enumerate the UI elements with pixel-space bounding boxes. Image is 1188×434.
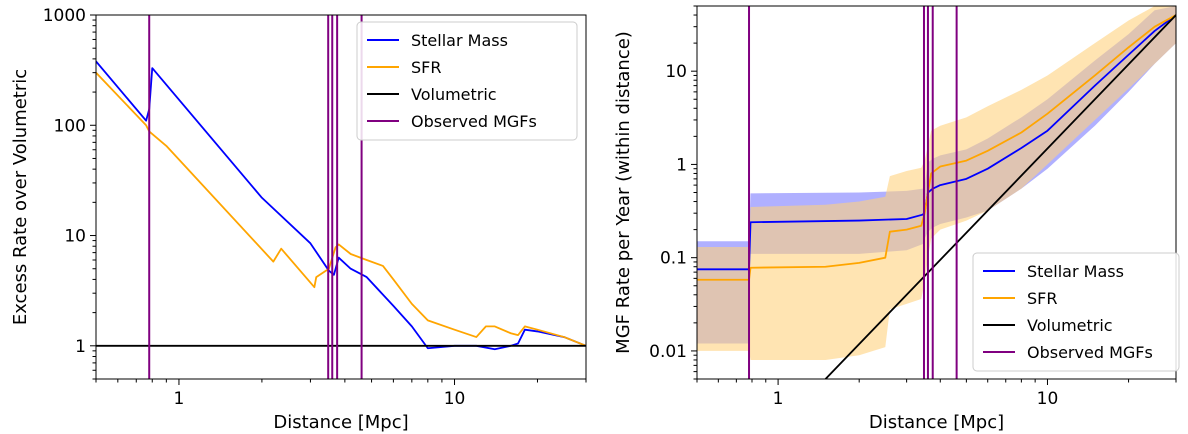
legend: Stellar Mass SFR Volumetric Observed MGFs — [972, 252, 1180, 372]
x-tick-label: 1 — [174, 389, 185, 409]
sfr-line — [96, 72, 586, 347]
x-tick-label: 1 — [773, 389, 784, 409]
y-tick-label: 10 — [64, 227, 86, 247]
axes-frame — [95, 14, 587, 380]
legend-box — [356, 21, 578, 141]
y-tick-label: 1 — [676, 155, 687, 175]
y-tick-label: 0.01 — [649, 342, 687, 362]
y-tick-label: 1000 — [43, 6, 86, 26]
plot-area — [96, 15, 586, 379]
y-axis-label: Excess Rate over Volumetric — [10, 69, 31, 325]
legend-label: SFR — [1027, 289, 1057, 308]
left-chart: 1 10 1 10 100 1000 Distance [Mpc] Excess Rate o… — [10, 6, 587, 433]
legend-label: Observed MGFs — [1027, 343, 1153, 362]
legend-label: Stellar Mass — [411, 31, 508, 50]
legend-label: Observed MGFs — [411, 112, 537, 131]
y-axis-label: MGF Rate per Year (within distance) — [613, 31, 634, 354]
legend-label: SFR — [411, 58, 441, 77]
x-axis-label: Distance [Mpc] — [869, 412, 1004, 433]
stellar-mass-line — [697, 14, 1176, 271]
volumetric-line — [824, 14, 1176, 379]
legend: Stellar Mass SFR Volumetric Observed MGFs — [356, 21, 578, 141]
x-tick-label: 10 — [1037, 389, 1059, 409]
x-tick-label: 10 — [444, 389, 466, 409]
legend-label: Volumetric — [411, 85, 497, 104]
right-chart: 1 10 0.01 0.1 1 10 Distance [Mpc] MGF Rate per … — [613, 5, 1180, 433]
legend-label: Stellar Mass — [1027, 262, 1124, 281]
legend-label: Volumetric — [1027, 316, 1113, 335]
plot-area — [697, 6, 1176, 379]
y-tick-label: 1 — [75, 337, 86, 357]
legend-box — [972, 252, 1180, 372]
stellar-mass-line — [96, 60, 586, 351]
sfr-uncertainty-band — [697, 6, 1176, 360]
x-axis-label: Distance [Mpc] — [273, 412, 408, 433]
y-tick-label: 0.1 — [660, 249, 687, 269]
y-tick-label: 10 — [665, 62, 687, 82]
y-tick-label: 100 — [54, 116, 86, 136]
